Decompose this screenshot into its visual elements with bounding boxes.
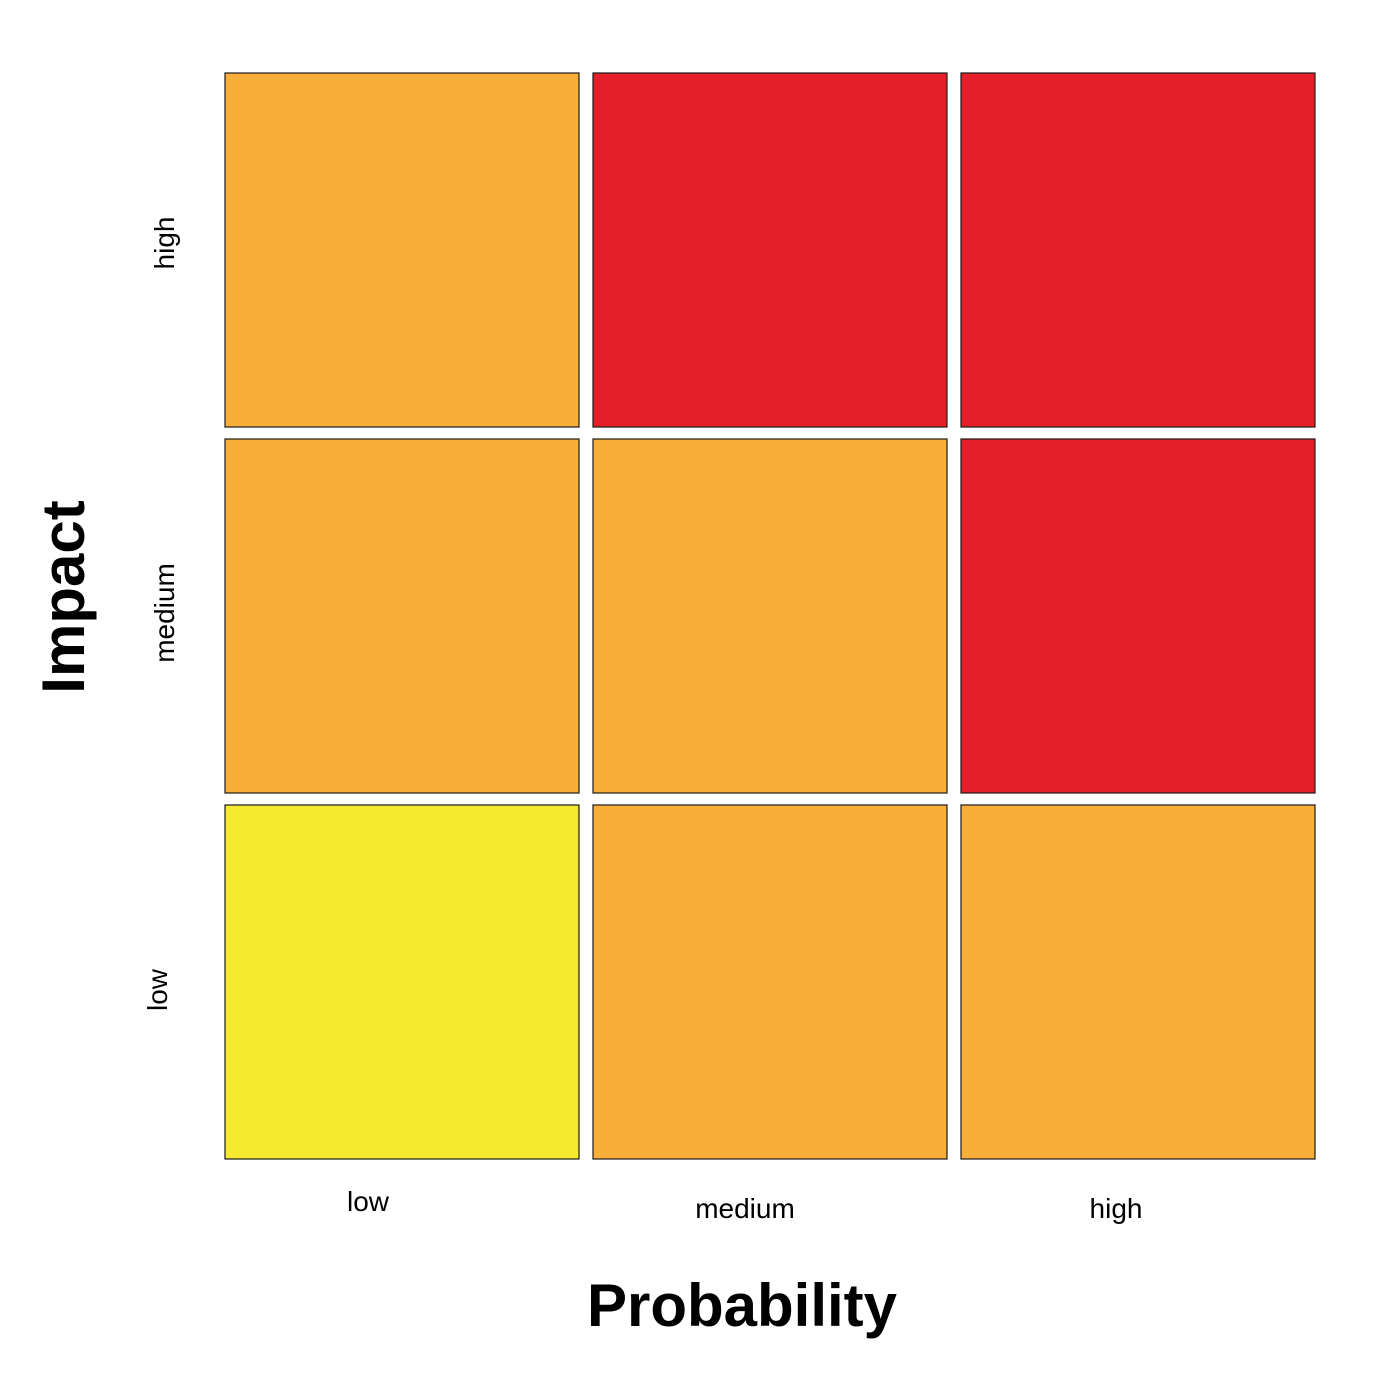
cell-probability-medium-impact-low (592, 804, 948, 1160)
y-tick-labels: low medium high (142, 217, 180, 1011)
cell-probability-medium-impact-medium (592, 438, 948, 794)
x-tick-labels: low medium high (347, 1186, 1142, 1224)
y-axis-title: Impact (30, 500, 97, 693)
x-tick-label-medium: medium (695, 1193, 795, 1224)
x-tick-label-low: low (347, 1186, 390, 1217)
cell-probability-high-impact-medium (960, 438, 1316, 794)
y-tick-label-high: high (149, 217, 180, 270)
cell-probability-low-impact-medium (224, 438, 580, 794)
matrix-cells (224, 72, 1316, 1160)
cell-probability-high-impact-high (960, 72, 1316, 428)
x-axis-title: Probability (587, 1272, 898, 1339)
x-tick-label-high: high (1090, 1193, 1143, 1224)
cell-probability-medium-impact-high (592, 72, 948, 428)
y-tick-label-medium: medium (149, 563, 180, 663)
cell-probability-high-impact-low (960, 804, 1316, 1160)
y-tick-label-low: low (142, 968, 173, 1011)
cell-probability-low-impact-high (224, 72, 580, 428)
cell-probability-low-impact-low (224, 804, 580, 1160)
